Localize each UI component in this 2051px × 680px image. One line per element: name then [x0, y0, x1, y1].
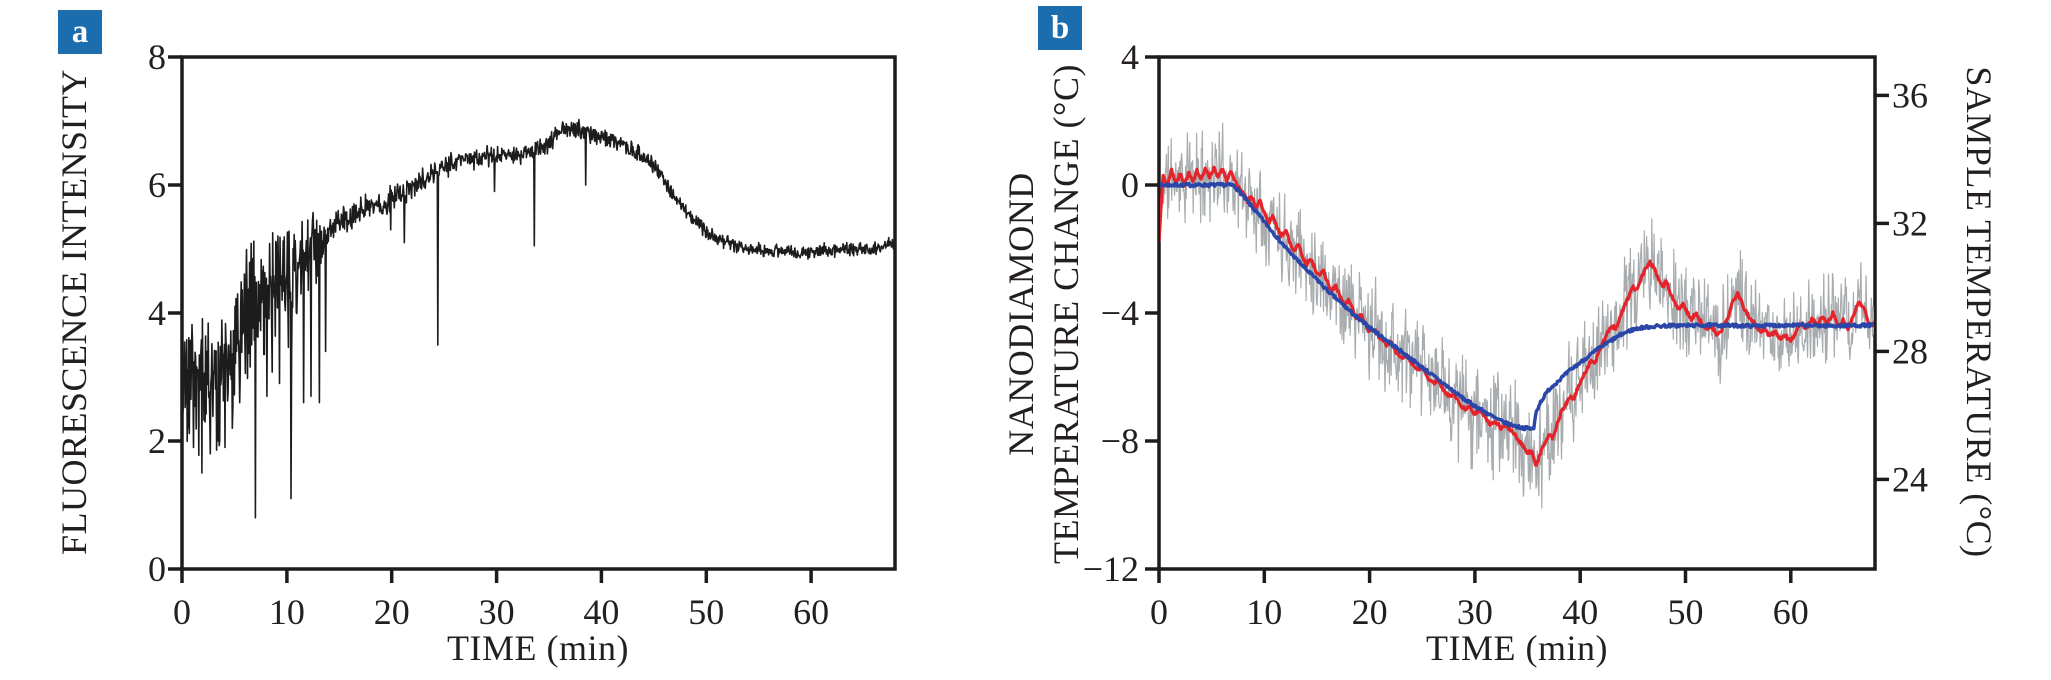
y-tick-label: 0 [1121, 165, 1139, 205]
y-tick-label: −8 [1101, 421, 1139, 461]
x-tick-label: 50 [1668, 592, 1704, 632]
y-tick-label: 6 [148, 165, 166, 205]
panel-a-badge: a [58, 10, 102, 54]
x-tick-label: 30 [1457, 592, 1493, 632]
x-tick-label: 60 [1773, 592, 1809, 632]
y-tick-label: 4 [148, 293, 166, 333]
x-tick-label: 30 [479, 592, 515, 632]
panel-a-x-axis-title: TIME (min) [447, 628, 629, 668]
series-group [183, 118, 894, 519]
panel-b-y-axis-title-line1: NANODIAMOND [1001, 172, 1041, 456]
y-tick-label: 2 [148, 421, 166, 461]
x-tick-label: 10 [1246, 592, 1282, 632]
x-tick-label: 20 [1352, 592, 1388, 632]
right-y-tick-label: 24 [1892, 459, 1928, 499]
panel-a-y-axis-title: FLUORESCENCE INTENSITY [54, 69, 94, 555]
x-tick-label: 60 [793, 592, 829, 632]
panel-b-y-axis-title: NANODIAMOND TEMPERATURE CHANGE (°C) [999, 64, 1089, 564]
x-tick-label: 50 [688, 592, 724, 632]
panel-b-badge: b [1038, 6, 1082, 50]
series-sample-temperature [1160, 181, 1874, 432]
panel-b-x-axis-title: TIME (min) [1426, 628, 1608, 668]
y-tick-label: 8 [148, 37, 166, 77]
series-fluorescence-intensity [183, 118, 894, 519]
plot-frame-a [180, 55, 897, 571]
series-nanodiamond-raw [1160, 122, 1874, 509]
y-tick-label: −12 [1083, 549, 1139, 589]
plot-frame-b [1157, 55, 1877, 571]
x-tick-label: 40 [583, 592, 619, 632]
x-tick-label: 20 [374, 592, 410, 632]
y-tick-label: −4 [1101, 293, 1139, 333]
panel-b-right-axis-title: SAMPLE TEMPERATURE (°C) [1959, 66, 1999, 558]
y-tick-label: 4 [1121, 37, 1139, 77]
right-y-tick-label: 32 [1892, 203, 1928, 243]
panel-b-y-axis-title-line2: TEMPERATURE CHANGE (°C) [1046, 64, 1086, 564]
right-y-tick-label: 36 [1892, 75, 1928, 115]
right-y-tick-label: 28 [1892, 331, 1928, 371]
x-tick-label: 40 [1562, 592, 1598, 632]
x-tick-label: 0 [173, 592, 191, 632]
y-tick-label: 0 [148, 549, 166, 589]
series-group [1160, 122, 1874, 509]
panel-a: 0 10 20 30 40 50 60 0 2 4 6 8 [148, 37, 897, 632]
x-tick-label: 10 [269, 592, 305, 632]
x-tick-label: 0 [1150, 592, 1168, 632]
